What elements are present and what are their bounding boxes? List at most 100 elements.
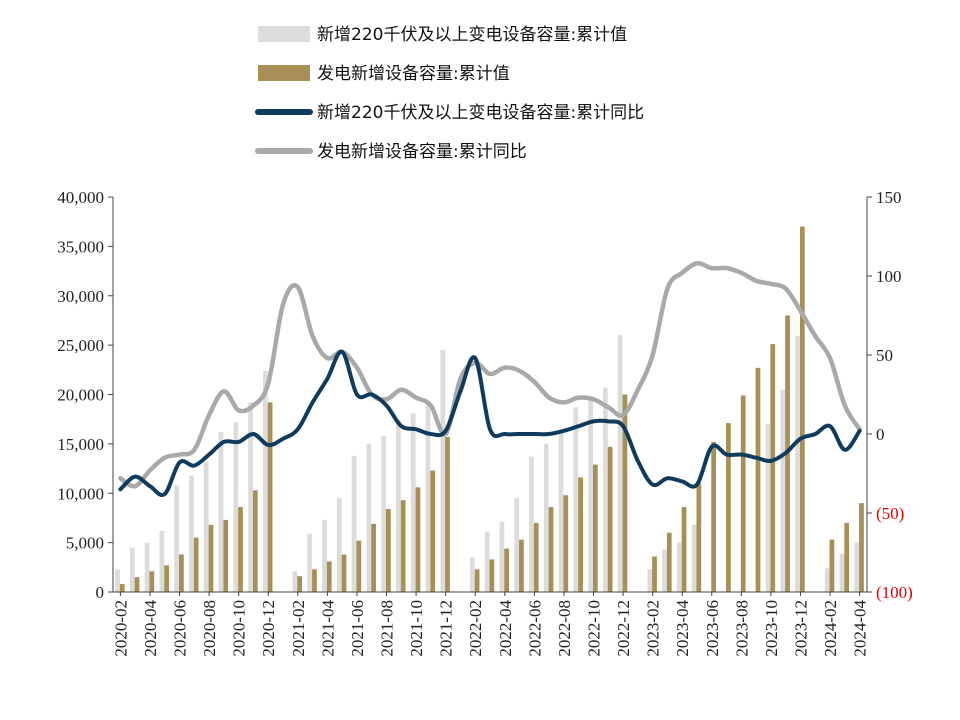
- bar-generation-capacity: [489, 559, 495, 592]
- x-tick-label: 2020-10: [230, 600, 249, 657]
- bar-substation-capacity: [514, 498, 520, 592]
- bar-generation-capacity: [445, 436, 450, 592]
- x-tick-label: 2021-02: [289, 600, 308, 657]
- bar-substation-capacity: [292, 571, 298, 592]
- bar-substation-capacity: [129, 547, 135, 592]
- bar-substation-capacity: [159, 530, 165, 592]
- bar-substation-capacity: [410, 413, 416, 592]
- x-tick-label: 2020-12: [259, 600, 278, 657]
- bar-generation-capacity: [799, 226, 805, 592]
- x-tick-label: 2020-02: [111, 600, 130, 657]
- x-tick-label: 2021-08: [378, 600, 397, 657]
- bar-substation-capacity: [839, 553, 845, 592]
- bar-substation-capacity: [573, 407, 579, 592]
- bar-substation-capacity: [115, 569, 120, 592]
- bar-generation-capacity: [400, 500, 406, 592]
- x-tick-label: 2023-04: [673, 600, 692, 657]
- bar-generation-capacity: [134, 577, 140, 592]
- bar-substation-capacity: [203, 461, 209, 592]
- bar-substation-capacity: [263, 370, 268, 592]
- x-tick-label: 2020-04: [141, 600, 160, 657]
- x-tick-label: 2023-10: [762, 600, 781, 657]
- bar-generation-capacity: [208, 524, 214, 592]
- bar-generation-capacity: [607, 446, 613, 592]
- y-left-tick-label: 0: [96, 583, 105, 602]
- bar-substation-capacity: [218, 432, 224, 592]
- x-tick-label: 2021-06: [348, 600, 367, 657]
- bar-substation-capacity: [351, 455, 357, 592]
- bar-substation-capacity: [322, 519, 327, 592]
- bar-substation-capacity: [824, 568, 830, 592]
- bar-generation-capacity: [179, 554, 184, 592]
- bar-generation-capacity: [252, 490, 258, 592]
- bar-substation-capacity: [558, 431, 564, 592]
- bar-substation-capacity: [691, 524, 697, 592]
- bar-generation-capacity: [711, 441, 716, 592]
- bar-generation-capacity: [356, 540, 362, 592]
- legend-swatch: [258, 26, 310, 42]
- bar-substation-capacity: [307, 533, 313, 592]
- bar-generation-capacity: [666, 532, 672, 592]
- x-tick-label: 2022-08: [555, 600, 574, 657]
- bar-generation-capacity: [755, 367, 761, 592]
- bar-substation-capacity: [499, 521, 505, 592]
- bar-generation-capacity: [696, 483, 702, 592]
- bar-generation-capacity: [578, 477, 583, 592]
- x-tick-label: 2022-06: [525, 600, 544, 657]
- bar-substation-capacity: [366, 443, 372, 592]
- x-tick-label: 2024-04: [851, 600, 870, 657]
- legend-swatch: [258, 65, 310, 81]
- bar-substation-capacity: [484, 531, 490, 592]
- bar-substation-capacity: [396, 420, 401, 592]
- x-tick-label: 2023-06: [703, 600, 722, 657]
- axes: 0 5,000 10,000 15,000 20,000 25,000 30,000 35,0…: [57, 188, 913, 657]
- bar-generation-capacity: [223, 519, 229, 592]
- x-tick-label: 2024-02: [821, 600, 840, 657]
- legend: 新增220千伏及以上变电设备容量:累计值发电新增设备容量:累计值新增220千伏及…: [255, 25, 644, 162]
- bar-generation-capacity: [312, 569, 317, 592]
- bar-substation-capacity: [780, 389, 786, 592]
- bar-substation-capacity: [603, 387, 608, 592]
- y-left-tick-label: 30,000: [57, 287, 104, 306]
- bar-substation-capacity: [425, 401, 431, 592]
- bar-substation-capacity: [336, 498, 342, 592]
- legend-label: 发电新增设备容量:累计同比: [317, 142, 527, 162]
- bar-substation-capacity: [174, 485, 180, 592]
- y-right-tick-label: (50): [876, 504, 904, 523]
- bar-generation-capacity: [563, 495, 569, 592]
- bar-generation-capacity: [149, 571, 155, 592]
- bar-generation-capacity: [548, 507, 554, 592]
- bar-substation-capacity: [189, 475, 194, 592]
- y-right-tick-label: 0: [876, 425, 885, 444]
- bar-generation-capacity: [341, 554, 347, 592]
- x-tick-label: 2022-04: [496, 600, 515, 657]
- x-tick-label: 2023-12: [791, 600, 810, 657]
- bar-substation-capacity: [469, 557, 475, 592]
- x-tick-label: 2021-10: [407, 600, 426, 657]
- bar-generation-capacity: [164, 565, 169, 592]
- y-left-tick-label: 10,000: [57, 484, 104, 503]
- bar-generation-capacity: [371, 523, 376, 592]
- y-right-tick-label: 100: [876, 267, 902, 286]
- bar-generation-capacity: [681, 507, 687, 592]
- bar-substation-capacity: [588, 400, 593, 592]
- y-left-tick-label: 5,000: [66, 534, 104, 553]
- bar-substation-capacity: [617, 335, 623, 592]
- x-tick-label: 2021-04: [318, 600, 337, 657]
- bar-substation-capacity: [795, 336, 800, 592]
- x-tick-label: 2022-12: [614, 600, 633, 657]
- bar-generation-capacity: [504, 548, 510, 592]
- y-right-tick-label: 50: [876, 346, 893, 365]
- y-left-tick-label: 20,000: [57, 386, 104, 405]
- bar-generation-capacity: [430, 470, 436, 592]
- x-tick-label: 2023-08: [732, 600, 751, 657]
- bar-substation-capacity: [248, 402, 253, 592]
- bar-generation-capacity: [297, 576, 303, 592]
- y-right-tick-label: (100): [876, 583, 913, 602]
- bar-substation-capacity: [543, 443, 549, 592]
- legend-label: 发电新增设备容量:累计值: [317, 64, 510, 84]
- bar-substation-capacity: [381, 435, 387, 592]
- y-left-tick-label: 25,000: [57, 336, 104, 355]
- bar-generation-capacity: [119, 584, 125, 592]
